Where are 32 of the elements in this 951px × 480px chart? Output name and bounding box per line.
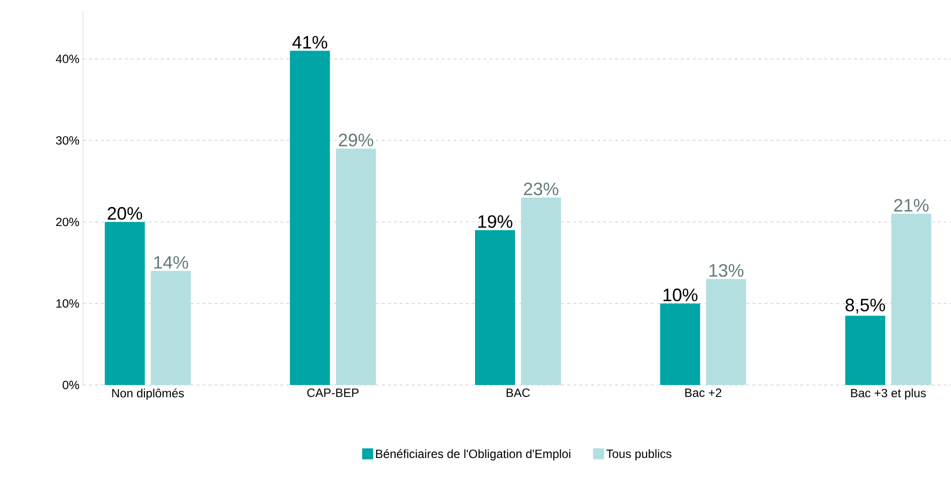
data-label: 29% xyxy=(338,134,374,146)
bar xyxy=(660,303,700,385)
x-tick-label: Bac +3 et plus xyxy=(851,388,926,400)
y-tick-label: 30% xyxy=(56,136,80,145)
data-label: 14% xyxy=(154,256,188,269)
data-label: 13% xyxy=(710,264,744,277)
y-tick-label: 20% xyxy=(56,218,80,226)
x-tick-label: Bac +2 xyxy=(685,388,722,397)
bar xyxy=(521,197,562,385)
y-tick-label: 40% xyxy=(56,54,80,64)
data-label: 19% xyxy=(478,215,512,228)
bar xyxy=(150,270,191,385)
data-label: 20% xyxy=(108,207,142,220)
y-tick-label: 10% xyxy=(56,299,80,308)
data-label: 41% xyxy=(292,36,328,49)
data-label: 8,5% xyxy=(846,298,886,314)
bar xyxy=(104,222,145,385)
bar xyxy=(706,279,746,385)
bar xyxy=(336,148,376,385)
x-tick-label: BAC xyxy=(506,388,530,397)
bar xyxy=(845,316,886,385)
data-label: 10% xyxy=(664,288,698,302)
x-tick-label: CAP-BEP xyxy=(307,388,359,397)
x-tick-label: Non diplômés xyxy=(112,388,184,400)
bar xyxy=(290,50,330,385)
bar xyxy=(891,214,932,385)
legend-label: Bénéficiaires de l'Obligation d'Emploi xyxy=(376,449,570,460)
data-label: 23% xyxy=(524,182,558,196)
bar xyxy=(475,230,516,385)
legend-label: Tous publics xyxy=(606,449,672,460)
data-label: 21% xyxy=(894,198,929,212)
y-tick-label: 0% xyxy=(62,380,80,390)
